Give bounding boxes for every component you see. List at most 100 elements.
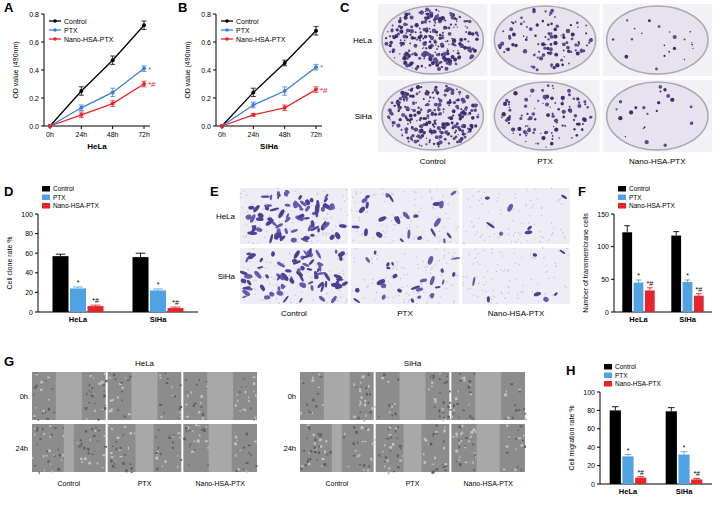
colony xyxy=(428,10,430,12)
pore xyxy=(273,285,275,287)
colony xyxy=(612,39,613,40)
speckle xyxy=(253,382,255,385)
colony xyxy=(659,85,663,89)
colony xyxy=(455,18,457,20)
bar xyxy=(150,290,166,312)
colony xyxy=(405,131,408,134)
colony xyxy=(560,102,564,106)
bar xyxy=(645,290,655,312)
colony xyxy=(396,99,399,102)
pore xyxy=(395,224,397,226)
legend-label: PTX xyxy=(615,372,628,379)
colony xyxy=(547,32,550,35)
x-tick-label: HeLa xyxy=(69,315,88,324)
pore xyxy=(421,196,423,198)
pore xyxy=(252,243,254,245)
speckle xyxy=(253,376,256,378)
pore xyxy=(354,257,356,259)
colony xyxy=(542,20,545,23)
pore xyxy=(529,215,531,217)
pore xyxy=(471,221,473,223)
colony xyxy=(401,134,402,135)
colony xyxy=(451,55,455,59)
speckle xyxy=(35,407,36,409)
legend-swatch xyxy=(42,186,50,192)
pore xyxy=(339,272,341,274)
colony xyxy=(465,106,468,109)
colony xyxy=(470,54,474,58)
speckle xyxy=(248,397,249,399)
pore xyxy=(441,239,443,241)
colony xyxy=(453,101,456,104)
colony xyxy=(584,103,586,105)
pore xyxy=(436,189,438,191)
y-tick-label: 0 xyxy=(605,309,609,316)
legend-label: Nano-HSA-PTX xyxy=(53,202,100,209)
pore xyxy=(315,235,317,237)
cell xyxy=(335,250,338,254)
error-bar xyxy=(673,232,679,236)
pore xyxy=(325,234,327,236)
colony xyxy=(425,29,429,33)
pore xyxy=(519,233,521,235)
colony xyxy=(444,90,446,92)
pore xyxy=(491,248,493,250)
colony xyxy=(551,138,553,140)
pore xyxy=(407,301,409,303)
colony xyxy=(691,44,693,46)
colony xyxy=(590,116,592,118)
pore xyxy=(515,241,517,243)
cell xyxy=(264,295,271,299)
colony xyxy=(573,98,575,100)
pore xyxy=(479,191,481,193)
pore xyxy=(427,240,429,242)
pore xyxy=(416,226,418,228)
colony xyxy=(392,24,394,26)
x-tick-label: SiHa xyxy=(679,315,697,324)
cell xyxy=(429,292,436,299)
colony xyxy=(477,34,479,36)
colony xyxy=(553,66,556,69)
colony xyxy=(552,115,555,118)
pore xyxy=(526,203,528,205)
x-tick-label: HeLa xyxy=(619,487,638,496)
colony xyxy=(406,29,410,33)
error-bar xyxy=(668,408,675,412)
y-tick-label: 0.4 xyxy=(29,67,39,74)
colony xyxy=(433,18,436,21)
speckle xyxy=(101,381,104,384)
colony xyxy=(576,97,579,100)
colony xyxy=(399,101,401,103)
colony xyxy=(615,108,617,110)
pore xyxy=(439,230,441,232)
pore xyxy=(521,222,523,224)
pore xyxy=(485,281,487,283)
pore xyxy=(504,297,506,299)
cell xyxy=(308,280,314,285)
colony xyxy=(435,9,437,11)
cell xyxy=(486,221,495,229)
legend-marker xyxy=(225,19,229,23)
pore xyxy=(515,193,517,195)
y-tick-label: 0.8 xyxy=(201,11,211,18)
pore xyxy=(392,268,394,270)
speckle xyxy=(104,373,106,375)
pore xyxy=(501,293,503,295)
speckle xyxy=(86,418,88,419)
legend-swatch xyxy=(618,186,626,192)
speckle xyxy=(185,380,187,381)
pore xyxy=(433,208,435,210)
cell xyxy=(240,278,247,284)
colony xyxy=(511,43,514,46)
plate xyxy=(382,6,483,74)
pore xyxy=(361,234,363,236)
colony xyxy=(441,66,443,68)
colony xyxy=(555,63,559,67)
colony xyxy=(444,67,448,71)
pore xyxy=(388,296,390,298)
speckle xyxy=(186,416,189,418)
colony xyxy=(456,21,458,23)
colony xyxy=(527,125,529,127)
colony xyxy=(409,114,413,118)
figure: A0.00.20.40.60.8OD value (490nm)0h24h48h… xyxy=(0,0,719,520)
